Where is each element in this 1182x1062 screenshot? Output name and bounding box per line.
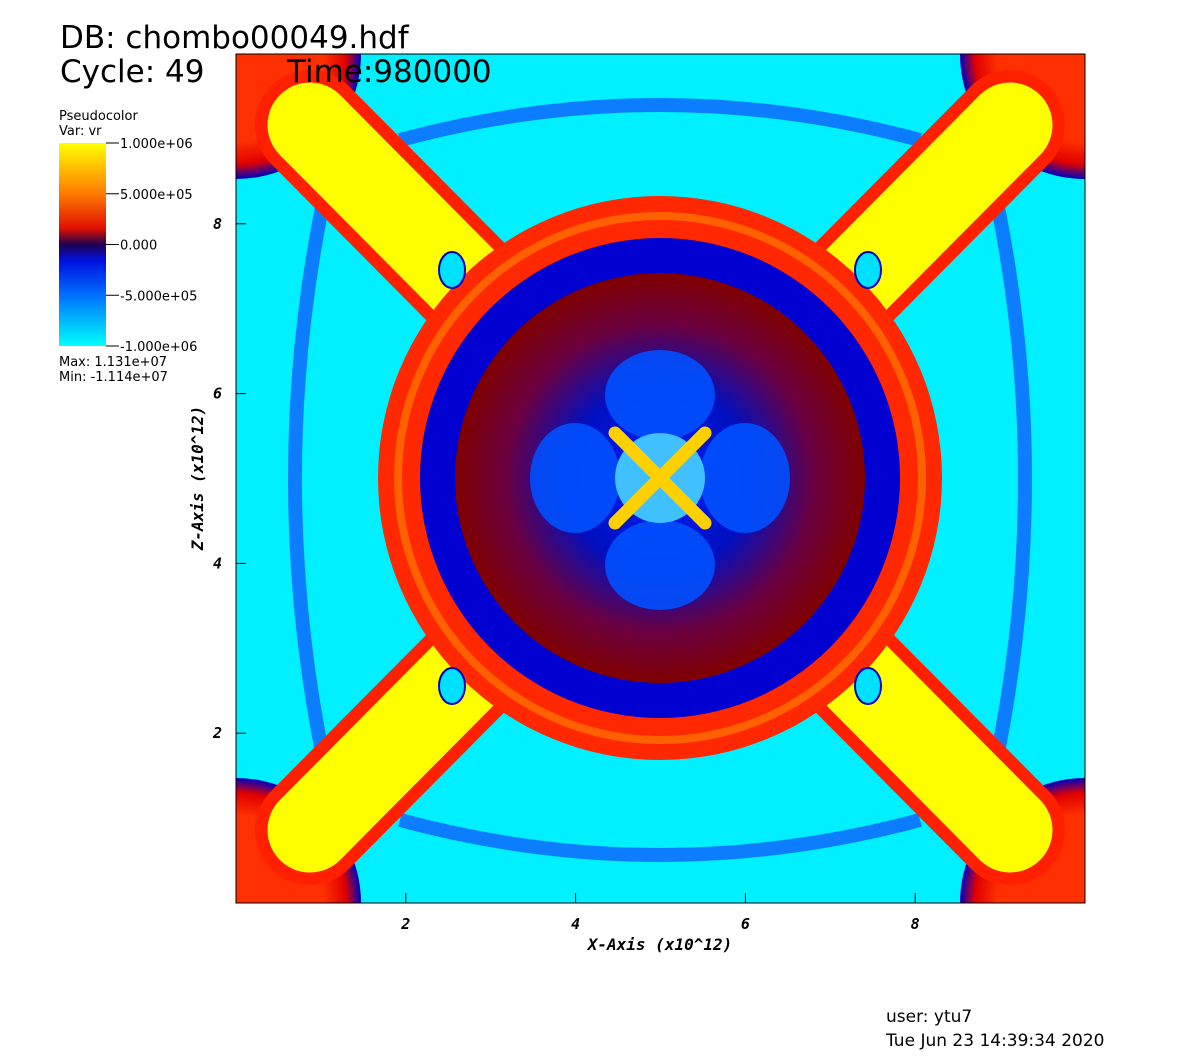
x-tick-label: 8 (911, 915, 920, 933)
colorbar-tick-label: 1.000e+06 (120, 137, 193, 152)
cycle-label: Cycle: 49 (60, 54, 204, 90)
colorbar-tick-label: -5.000e+05 (120, 289, 197, 304)
user-label: user: ytu7 (886, 1007, 972, 1027)
y-tick-label: 4 (213, 554, 222, 572)
field-image (236, 54, 1085, 903)
y-axis-title: Z-Axis (x10^12) (188, 406, 207, 552)
legend-title: Pseudocolor (59, 109, 138, 124)
time-label: Time:980000 (286, 54, 492, 90)
colorbar (59, 143, 106, 346)
x-tick-label: 6 (741, 915, 750, 933)
min-label: Min: -1.114e+07 (59, 370, 168, 385)
y-tick-label: 8 (213, 215, 222, 233)
colorbar-tick-label: -1.000e+06 (120, 340, 197, 355)
legend-var: Var: vr (59, 124, 102, 139)
colorbar-tick-label: 0.000 (120, 239, 157, 254)
x-tick-label: 4 (571, 915, 580, 933)
x-axis-title: X-Axis (x10^12) (586, 935, 733, 954)
date-label: Tue Jun 23 14:39:34 2020 (885, 1031, 1104, 1051)
colorbar-tick-label: 5.000e+05 (120, 188, 193, 203)
db-label: DB: chombo00049.hdf (60, 20, 410, 56)
max-label: Max: 1.131e+07 (59, 355, 167, 370)
plot-frame (235, 53, 1086, 904)
x-tick-label: 2 (400, 915, 410, 933)
y-tick-label: 6 (213, 385, 222, 403)
y-tick-label: 2 (212, 724, 222, 742)
